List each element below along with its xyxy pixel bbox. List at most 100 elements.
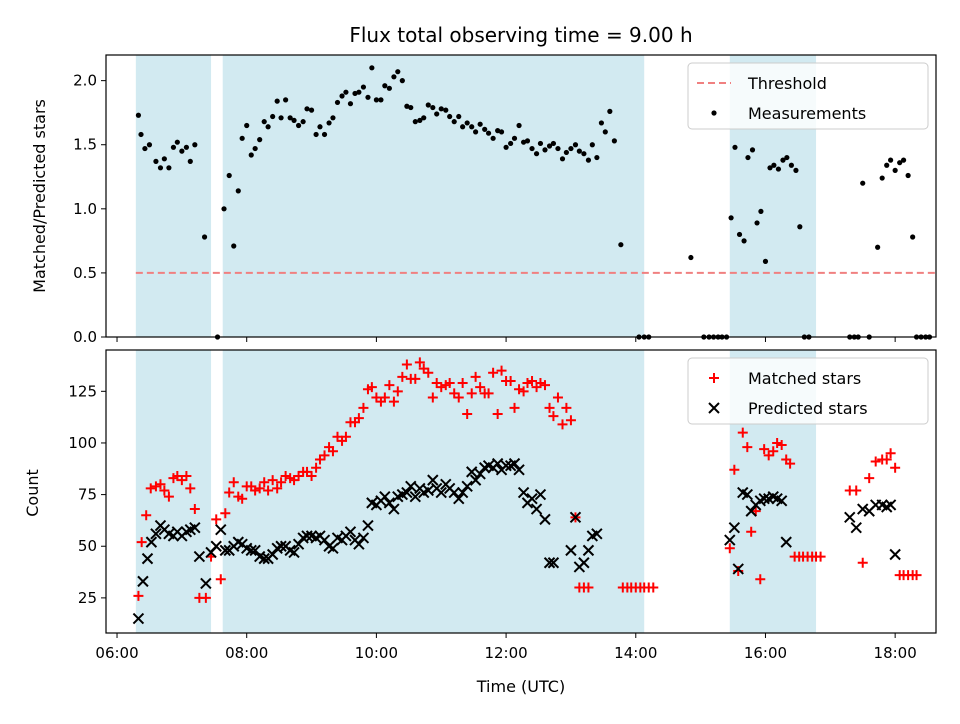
- predicted-star-point: [469, 474, 482, 486]
- predicted-star-point: [578, 557, 590, 569]
- measurement-point: [568, 145, 574, 152]
- measurement-point: [261, 119, 267, 125]
- matched-star-point: [565, 415, 576, 426]
- axes-frame: [105, 54, 937, 338]
- matched-star-point: [522, 378, 533, 389]
- measurement-point: [611, 138, 617, 144]
- predicted-star-point: [461, 480, 473, 493]
- measurement-point: [576, 148, 582, 154]
- predicted-star-point: [249, 544, 261, 557]
- measurement-point: [334, 99, 341, 106]
- predicted-star-point: [145, 536, 158, 548]
- chart-title: Flux total observing time = 9.00 h: [349, 23, 692, 47]
- predicted-star-point: [245, 544, 257, 557]
- predicted-star-point: [327, 542, 339, 555]
- legend-label: Measurements: [748, 104, 866, 123]
- measurement-point: [373, 97, 379, 103]
- matched-star-point: [340, 431, 351, 442]
- matched-star-point: [552, 392, 563, 403]
- matched-star-point: [211, 514, 222, 525]
- measurement-point: [498, 129, 505, 135]
- measurement-point: [594, 154, 600, 161]
- predicted-star-point: [150, 528, 162, 540]
- measurement-point: [270, 113, 276, 120]
- matched-star-point: [885, 448, 896, 459]
- matched-star-point: [185, 483, 196, 494]
- matched-star-point: [857, 557, 868, 568]
- measurement-point: [326, 120, 332, 126]
- predicted-star-point: [508, 457, 521, 470]
- measurement-point: [304, 106, 310, 112]
- predicted-star-point: [210, 540, 222, 552]
- matched-star-point: [768, 446, 779, 457]
- matched-star-point: [544, 402, 555, 413]
- measurement-point: [884, 162, 890, 168]
- measurement-point: [142, 145, 148, 152]
- legend: Matched stars Predicted stars: [687, 357, 929, 425]
- measurement-point: [602, 129, 608, 135]
- matched-star-point: [423, 367, 434, 378]
- measurement-point: [879, 175, 885, 181]
- measurement-point: [788, 162, 794, 168]
- matched-star-point: [311, 462, 322, 473]
- measurement-point: [395, 69, 401, 75]
- matched-star-point: [737, 427, 748, 438]
- measurement-point: [793, 167, 799, 173]
- predicted-star-point: [383, 497, 396, 509]
- measurement-point: [905, 172, 911, 179]
- measurement-point: [347, 101, 354, 107]
- measurement-point: [754, 220, 760, 226]
- predicted-star-point: [132, 612, 145, 625]
- measurement-point: [767, 165, 773, 171]
- y-tick-label: 0.0: [73, 328, 97, 346]
- predicted-star-point: [884, 499, 897, 511]
- predicted-star-point: [591, 528, 603, 540]
- x-tick-label: 10:00: [355, 644, 398, 662]
- measurement-point: [330, 115, 336, 121]
- matched-star-point: [772, 437, 783, 448]
- matched-star-point: [254, 483, 265, 494]
- measurement-point: [508, 140, 514, 147]
- legend-box: [687, 62, 929, 130]
- measurement-point: [295, 122, 302, 129]
- matched-star-point: [401, 359, 412, 370]
- predicted-star-point: [422, 484, 434, 497]
- y-tick-label: 1.5: [73, 136, 97, 154]
- predicted-star-point: [266, 548, 279, 561]
- predicted-star-point: [547, 557, 560, 569]
- matched-star-point: [410, 373, 421, 384]
- matched-star-point: [384, 380, 395, 391]
- predicted-star-point: [193, 550, 206, 563]
- predicted-star-point: [275, 540, 287, 552]
- measurement-point: [417, 117, 423, 123]
- predicted-star-point: [435, 486, 447, 499]
- measurement-point: [291, 117, 297, 123]
- measurement-point: [447, 113, 453, 120]
- measurement-point: [369, 65, 375, 71]
- bottom-panel: 25 50 75 100 125 06:00 08:00 10:00 12:00 14:00 16:…: [68, 349, 937, 662]
- predicted-star-point: [857, 503, 869, 515]
- y-tick-label: 75: [78, 486, 97, 504]
- matched-star-point: [280, 471, 291, 482]
- measurement-point: [434, 111, 440, 117]
- y-tick-label: 25: [78, 589, 97, 607]
- matched-star-point: [851, 485, 862, 496]
- measurement-point: [226, 172, 232, 179]
- measurement-point: [860, 180, 866, 186]
- predicted-star-point: [780, 536, 792, 548]
- measurement-point: [343, 89, 349, 95]
- measurement-point: [762, 258, 769, 264]
- matched-star-point: [466, 388, 477, 399]
- measurement-point: [456, 113, 462, 120]
- matched-star-point: [890, 462, 901, 473]
- measurement-point: [607, 108, 613, 114]
- measurement-point: [244, 122, 250, 129]
- x-tick-label: 14:00: [614, 644, 657, 662]
- measurement-point: [784, 154, 790, 161]
- matched-star-point: [648, 582, 659, 593]
- matched-star-point: [263, 485, 274, 496]
- predicted-star-point: [292, 538, 305, 550]
- legend-label: Predicted stars: [748, 399, 868, 418]
- predicted-star-point: [474, 468, 486, 480]
- measurement-point: [797, 224, 803, 230]
